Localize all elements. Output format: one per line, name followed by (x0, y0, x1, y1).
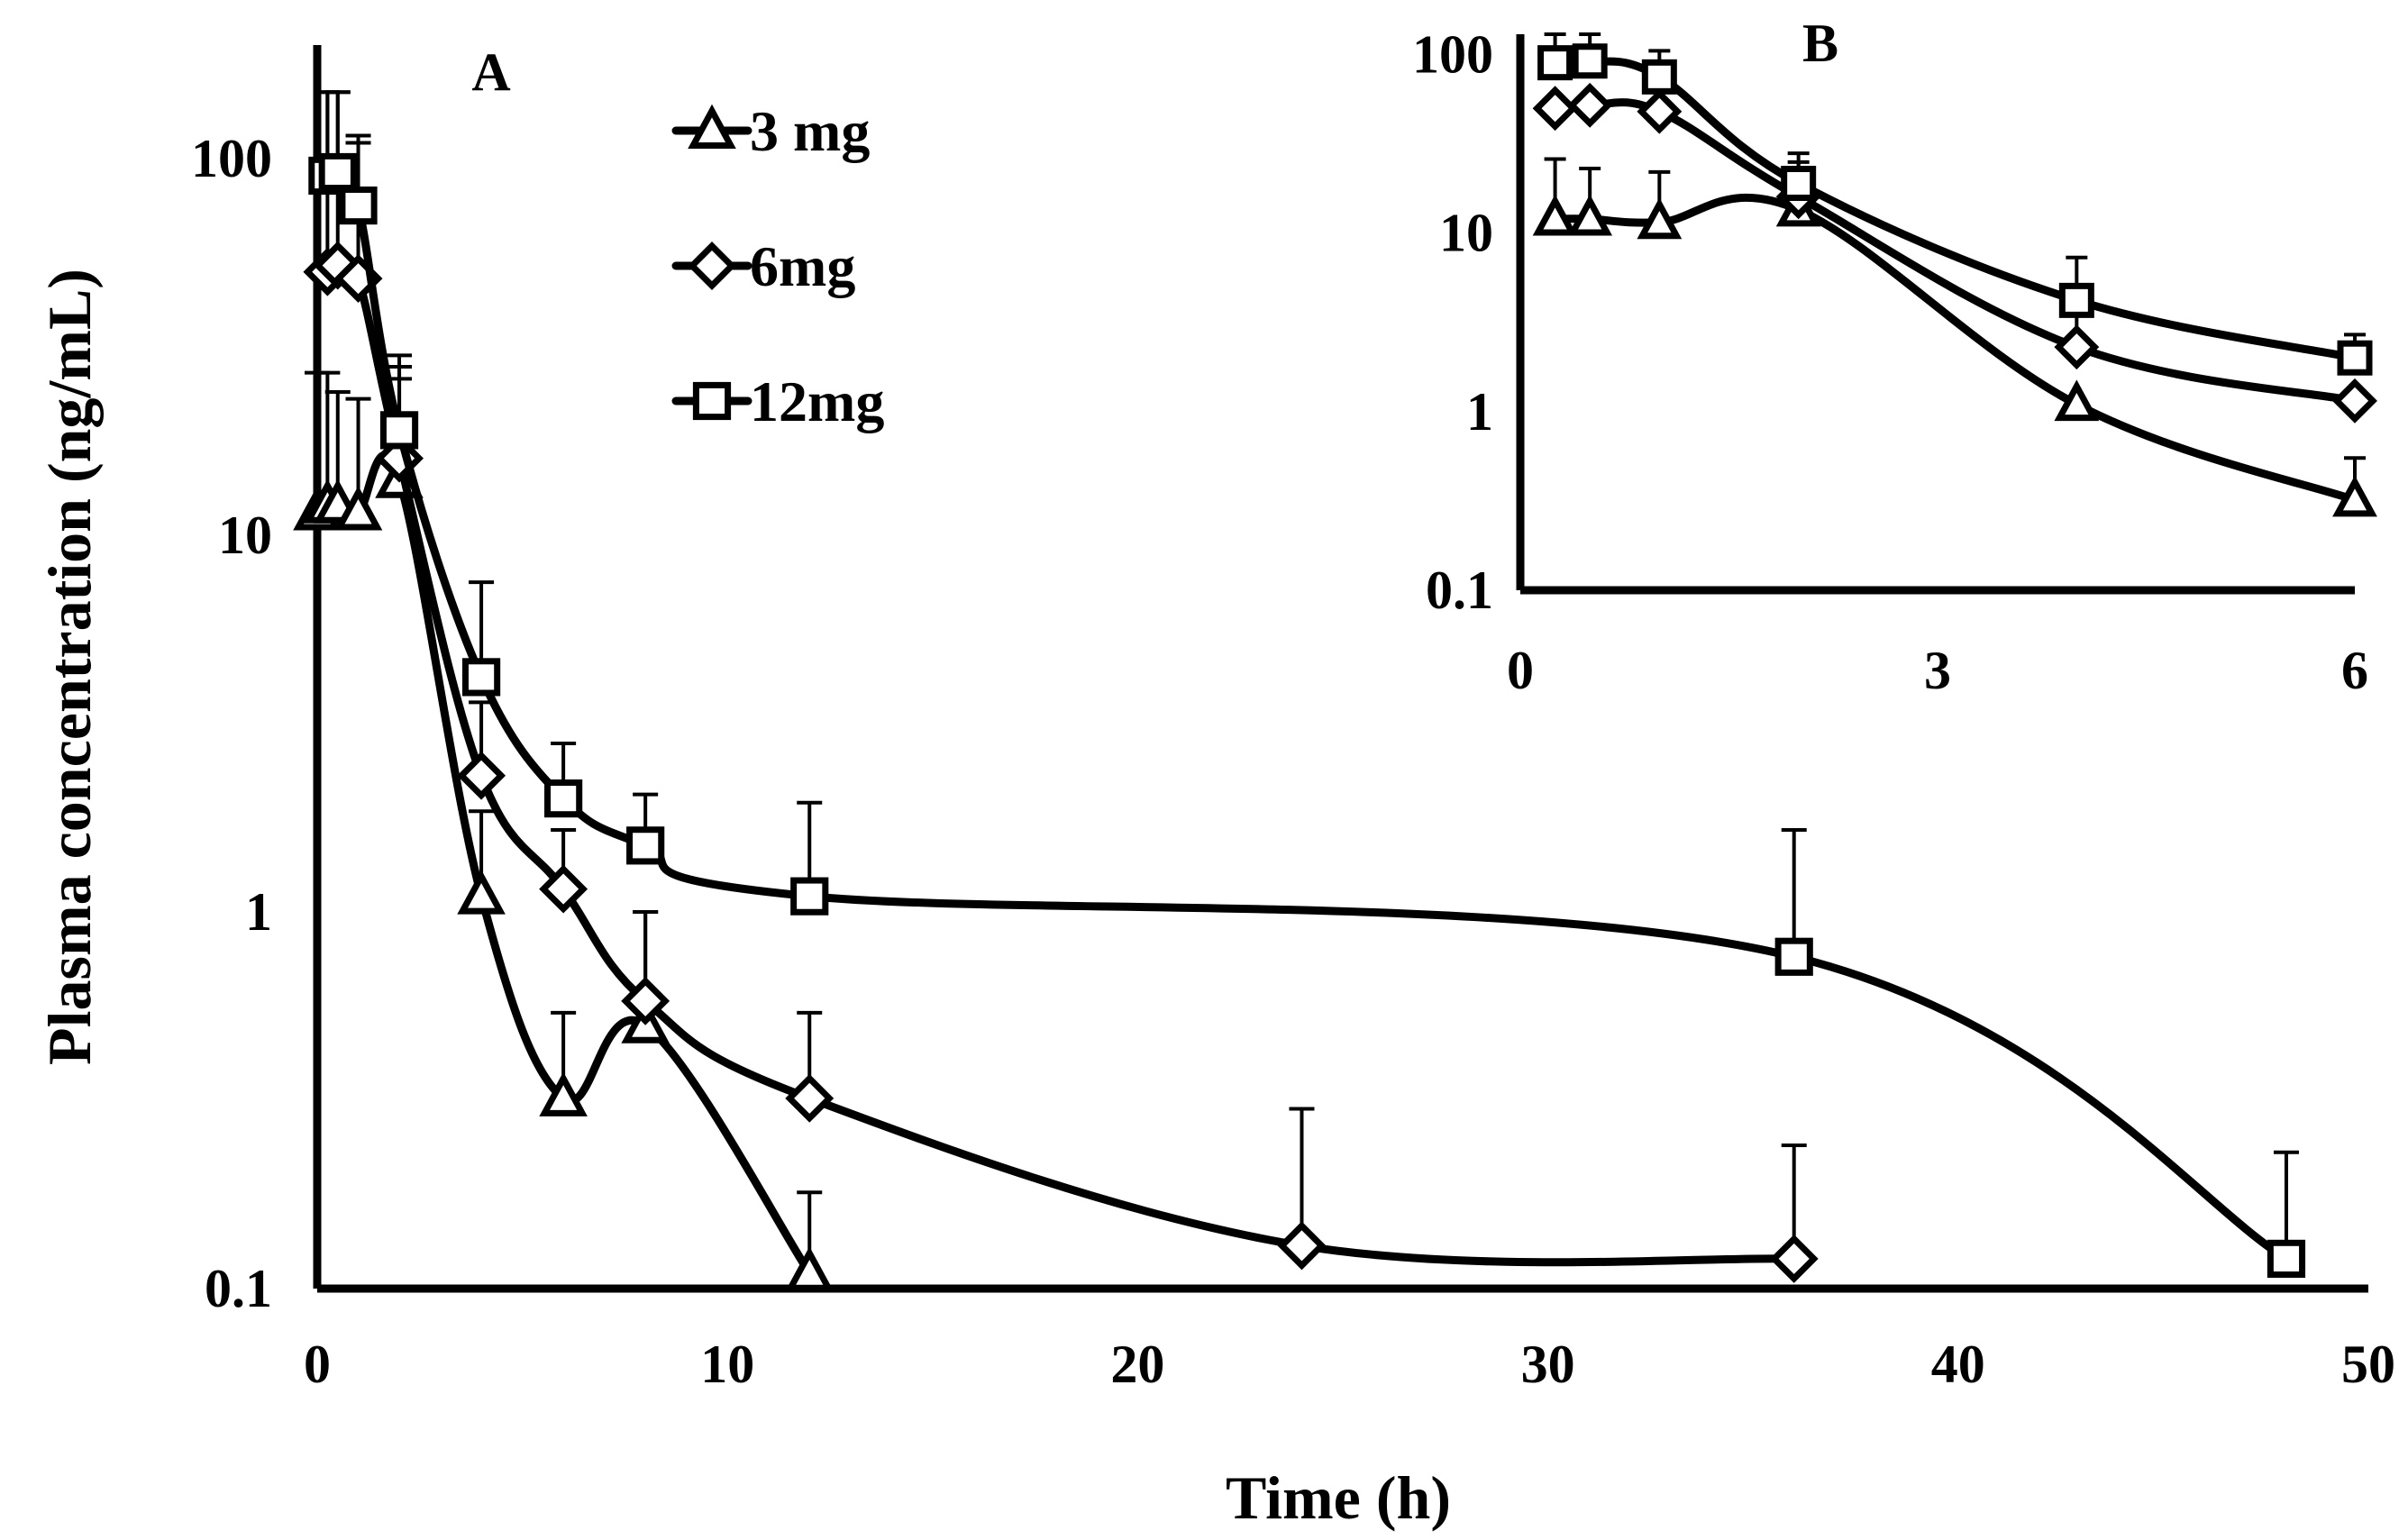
legend-label: 3 mg (750, 99, 870, 163)
square-marker (1537, 45, 1573, 81)
diamond-marker (457, 751, 506, 800)
legend-item: 6mg (671, 234, 855, 298)
triangle-marker (1567, 194, 1613, 236)
series-6mg (303, 90, 1819, 1283)
y-tick-label: 100 (191, 129, 272, 188)
y-tick-label: 1 (1466, 382, 1493, 442)
diamond-marker (1769, 1234, 1819, 1283)
square-marker (1781, 165, 1817, 201)
square-marker (1641, 59, 1677, 95)
x-tick-label: 10 (700, 1335, 754, 1394)
series-6mg (1532, 82, 2377, 424)
y-tick-label: 0.1 (205, 1259, 272, 1318)
x-tick-label: 30 (1521, 1335, 1575, 1394)
panel-label-b: B (1802, 14, 1838, 73)
diamond-marker (539, 864, 588, 914)
square-marker (339, 186, 378, 225)
series-3mg (293, 370, 835, 1291)
series-line (1551, 98, 2359, 406)
x-tick-label: 6 (2341, 641, 2368, 700)
diamond-marker (1277, 1221, 1327, 1271)
legend-item: 12mg (671, 369, 884, 433)
x-tick-label: 20 (1110, 1335, 1164, 1394)
series-12mg (308, 90, 2306, 1278)
diamond-marker (785, 1073, 835, 1123)
x-axis-title: Time (h) (1226, 1463, 1451, 1532)
y-tick-label: 10 (218, 506, 272, 565)
y-tick-label: 100 (1412, 25, 1493, 85)
panel-label-a: A (471, 42, 510, 102)
triangle-marker (1637, 197, 1683, 240)
diamond-marker (621, 976, 670, 1025)
square-marker (2337, 340, 2373, 376)
diamond-marker (1532, 86, 1578, 132)
square-marker (461, 658, 501, 697)
square-marker (2058, 282, 2094, 318)
triangle-marker (333, 486, 383, 531)
legend: 3 mg 6mg 12mg (671, 99, 884, 433)
x-tick-label: 3 (1924, 641, 1951, 700)
y-tick-label: 1 (245, 882, 272, 942)
square-marker (1774, 937, 1813, 976)
legend-item: 3 mg (671, 99, 870, 163)
y-axis-title: Plasma concentration (ng/mL) (35, 269, 104, 1065)
x-tick-label: 0 (1507, 641, 1534, 700)
x-tick-label: 50 (2341, 1335, 2395, 1394)
square-marker (626, 826, 665, 865)
triangle-marker (457, 870, 506, 915)
triangle-marker (785, 1246, 835, 1291)
legend-square-marker (692, 381, 732, 421)
diamond-marker (1567, 82, 1613, 128)
triangle-marker (539, 1071, 588, 1116)
square-marker (544, 779, 583, 818)
diamond-marker (2054, 324, 2100, 370)
square-marker (379, 411, 419, 450)
panel-b-inset-plot: 0 3 6 0.1 1 10 100 B (1412, 14, 2377, 700)
x-tick-label: 0 (304, 1335, 331, 1394)
legend-label: 12mg (750, 369, 884, 433)
square-marker (2267, 1239, 2306, 1278)
legend-triangle-marker (688, 104, 736, 149)
square-marker (318, 152, 357, 192)
triangle-marker (2332, 475, 2377, 517)
triangle-marker (1532, 194, 1578, 236)
diamond-marker (2332, 378, 2377, 424)
series-line (323, 166, 2291, 1263)
legend-diamond-marker (688, 241, 736, 290)
square-marker (790, 877, 829, 916)
diamond-marker (1637, 88, 1683, 134)
triangle-marker (2054, 379, 2100, 422)
legend-label: 6mg (750, 234, 855, 298)
series-line (1551, 193, 2359, 505)
y-tick-label: 10 (1439, 204, 1493, 263)
y-tick-label: 0.1 (1426, 560, 1493, 620)
series-12mg (1537, 32, 2373, 376)
square-marker (1572, 43, 1608, 79)
x-tick-label: 40 (1931, 1335, 1985, 1394)
